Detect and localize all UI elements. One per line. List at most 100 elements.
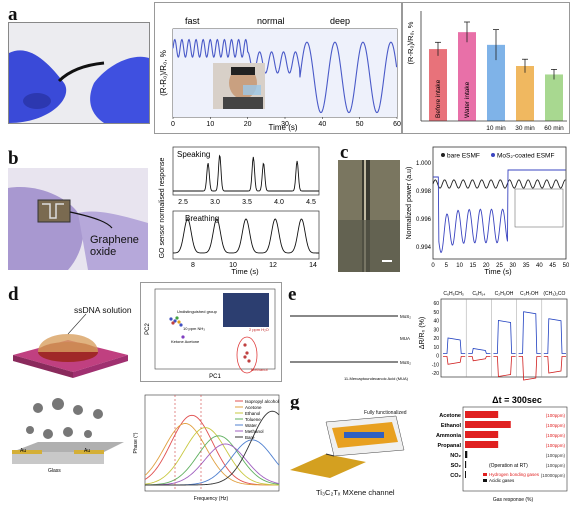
bar-category-label: Before intake [435, 79, 442, 118]
c-x-tick: 5 [445, 263, 449, 269]
pca-point [171, 321, 175, 325]
ssdna-droplet-illustration: ssDNA solution [8, 300, 133, 378]
breathing-line [172, 38, 398, 114]
x-tick-label: 30 [281, 121, 289, 128]
c-x-tick: 35 [523, 263, 530, 269]
anno-h2o: 2 ppm H₂O [249, 327, 269, 332]
ssdna-solution-label: ssDNA solution [74, 305, 132, 315]
phase-curve [145, 410, 280, 486]
analyte-label: C₂H₅OH [495, 291, 514, 297]
blue-response [493, 320, 516, 354]
gas-bar [465, 461, 467, 468]
e-y-tick: 40 [433, 319, 439, 325]
gas-bar [465, 431, 499, 438]
glove-graphene-photo: Graphene oxide [8, 168, 148, 270]
gas-label: SO₂ [451, 463, 462, 469]
anno-nh3: 10 ppm NH₃ [183, 326, 205, 331]
gas-concentration: (100ppm) [546, 433, 566, 438]
phase-label-deep: deep [330, 16, 350, 26]
panel-c-xlabel: Time (s) [484, 267, 512, 276]
panel-g-xlabel: Gas response (%) [493, 497, 534, 503]
e-y-tick: 0 [436, 354, 439, 360]
legend-coated: MoS₂-coated ESMF [497, 153, 554, 160]
glove-sensor-photo [8, 22, 150, 124]
panel-e-chart: ΔR/R₀ (%) 60 50 40 30 20 10 0 -10 -20 C₆H₅CH₃ C₆H₁… [416, 282, 570, 382]
panel-b-charts: GO sensor normalised response Time (s) S… [154, 140, 324, 277]
red-response [543, 356, 566, 374]
anno-undistinguished: Undistinguished group [177, 309, 218, 314]
legend-label: Acetone [245, 405, 262, 410]
panel-f-svg: Phase (°) Frequency (Hz) Isopropyl alcoh… [133, 394, 280, 502]
c-x-tick: 30 [509, 263, 516, 269]
gas-concentration: (100ppm) [546, 413, 566, 418]
speaking-label: Speaking [177, 150, 210, 159]
speaking-x-tick: 3.5 [242, 199, 252, 206]
panel-f-ylabel: Phase (°) [133, 432, 139, 453]
analyte-label: C₆H₅CH₃ [443, 291, 464, 297]
panel-e-svg: ΔR/R₀ (%) 60 50 40 30 20 10 0 -10 -20 C₆H₅CH₃ C₆H₁… [419, 291, 568, 381]
bare-esmf-trace [432, 179, 566, 189]
speaking-x-tick: 2.5 [178, 199, 188, 206]
bar [429, 49, 447, 122]
legend-label: Bare [245, 435, 255, 440]
pca-point [181, 335, 185, 339]
bar-category-label: Water intake [464, 81, 471, 118]
pca-point [177, 320, 181, 324]
breathing-x-tick: 10 [229, 262, 237, 269]
panel-b-ylabel: GO sensor normalised response [159, 158, 166, 259]
pca-point [247, 359, 251, 363]
gas-bar [465, 451, 468, 458]
panel-a-line-svg: fast normal deep (R-R₀)/R₀, % Time (s) 0… [159, 16, 401, 132]
bar [545, 74, 563, 121]
panel-a-letter: a [8, 4, 18, 25]
phase-curve [144, 443, 280, 486]
legend-bare: bare ESMF [447, 153, 480, 160]
blue-response [543, 318, 566, 354]
mos2-mua-structure: MoS₂ MUA MoS₂ 11-Mercaptoundecanoic Acid… [286, 302, 414, 386]
phase-label-fast: fast [185, 16, 200, 26]
layer-label-bottom: MoS₂ [400, 360, 411, 365]
pca-point [245, 351, 249, 355]
pc2-label: PC2 [145, 323, 151, 335]
panel-b-svg: GO sensor normalised response Time (s) S… [159, 146, 320, 276]
layer-label-top: MoS₂ [400, 314, 411, 319]
bar-category-label: 30 min [515, 125, 535, 132]
speaking-trace [173, 154, 319, 192]
glass-label: Glass [48, 468, 61, 474]
e-y-tick: -10 [432, 362, 439, 368]
anno-acetone: Ketone Acetone [171, 339, 200, 344]
gas-concentration: (100ppm) [546, 453, 566, 458]
gas-concentration: (100ppm) [546, 423, 566, 428]
c-y-tick: 1.000 [416, 161, 432, 167]
e-y-tick: 30 [433, 327, 439, 333]
panel-g-svg: Δt = 300sec Gas response (%) Acetone (100… [436, 395, 568, 503]
glove-sensor-illustration [9, 23, 149, 123]
panel-a-bar-ylabel: (R-R₀)/R₀, % [406, 21, 415, 64]
pca-point [243, 343, 247, 347]
gas-concentration: (10000ppm) [541, 473, 566, 478]
gas-label: Ammonia [436, 433, 462, 439]
panel-d-pca-chart: PC2 PC1 Undistinguished group 10 ppm NH₃… [140, 282, 282, 382]
c-y-tick: 0.994 [416, 245, 432, 251]
x-tick-label: 50 [356, 121, 364, 128]
x-tick-label: 60 [393, 121, 401, 128]
panel-g-letter: g [290, 392, 300, 413]
e-y-tick: 50 [433, 310, 439, 316]
panel-c-letter: c [340, 142, 349, 163]
c-x-tick: 45 [549, 263, 556, 269]
c-x-tick: 15 [470, 263, 477, 269]
x-tick-label: 10 [206, 121, 214, 128]
gas-concentration: (100ppm) [546, 443, 566, 448]
e-y-tick: 20 [433, 336, 439, 342]
mua-molecule-label: 11-Mercaptoundecanoic Acid (MUA) [344, 376, 409, 381]
bar [516, 66, 534, 121]
fully-functionalized-label: Fully functionalized [364, 410, 407, 416]
c-x-tick: 40 [536, 263, 543, 269]
gas-bar [465, 421, 511, 428]
panel-g-chart: Δt = 300sec Gas response (%) Acetone (100… [412, 390, 570, 504]
au-label-right: Au [84, 448, 90, 454]
gas-label: CO₂ [450, 473, 461, 479]
panel-d-svg: PC2 PC1 Undistinguished group 10 ppm NH₃… [145, 288, 276, 380]
speaking-x-tick: 3.0 [210, 199, 220, 206]
legend-label: Isopropyl alcohol [245, 399, 279, 404]
